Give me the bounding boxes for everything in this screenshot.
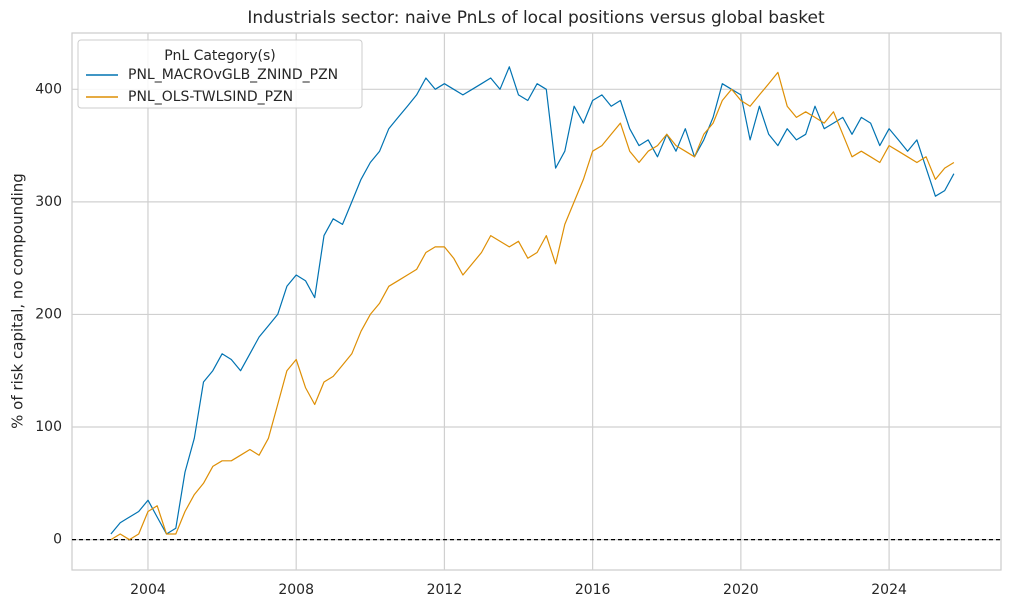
y-tick-label: 200 bbox=[35, 306, 62, 322]
legend-label: PNL_MACROvGLB_ZNIND_PZN bbox=[128, 67, 338, 83]
x-tick-label: 2016 bbox=[575, 582, 611, 598]
series-line bbox=[110, 71, 955, 541]
series-line bbox=[110, 66, 955, 535]
y-tick-label: 300 bbox=[35, 194, 62, 210]
x-tick-label: 2012 bbox=[427, 582, 463, 598]
x-tick-label: 2004 bbox=[130, 582, 166, 598]
x-tick-label: 2020 bbox=[723, 582, 759, 598]
y-tick-label: 0 bbox=[53, 532, 62, 548]
x-tick-label: 2024 bbox=[871, 582, 907, 598]
legend-title: PnL Category(s) bbox=[164, 48, 276, 64]
y-tick-label: 400 bbox=[35, 81, 62, 97]
lines bbox=[72, 66, 1001, 541]
legend: PnL Category(s) PNL_MACROvGLB_ZNIND_PZN P… bbox=[77, 39, 363, 109]
x-tick-label: 2008 bbox=[278, 582, 314, 598]
legend-label: PNL_OLS-TWLSIND_PZN bbox=[128, 89, 293, 105]
legend-box bbox=[77, 39, 363, 109]
y-axis-label: % of risk capital, no compounding bbox=[9, 173, 27, 429]
y-tick-label: 100 bbox=[35, 419, 62, 435]
plot-area bbox=[71, 32, 1002, 571]
chart-title: Industrials sector: naive PnLs of local … bbox=[247, 8, 825, 28]
